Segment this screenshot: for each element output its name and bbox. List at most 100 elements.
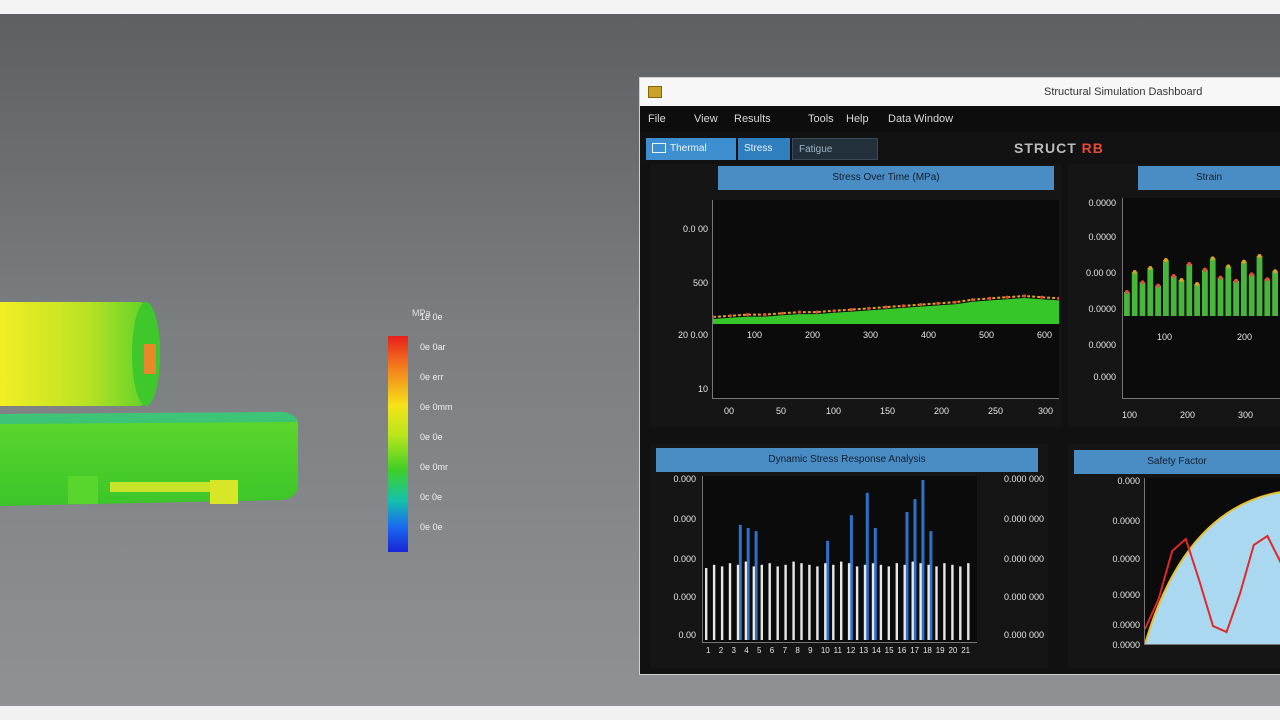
bar-tip-marker (1163, 258, 1168, 262)
legend-tick: 0e 0mm (420, 402, 453, 412)
tab-stress[interactable]: Stress (738, 138, 790, 160)
bar-series-1 (927, 564, 930, 640)
bar-series-2 (905, 512, 909, 640)
bar-tip-marker (1132, 270, 1137, 274)
tab-fatigue[interactable]: Fatigue (792, 138, 878, 160)
bar-series-1 (816, 566, 819, 640)
bar-series-1 (863, 564, 867, 640)
area-chart (713, 294, 1059, 324)
x-tick-label: 250 (988, 406, 1004, 416)
bar-tip-marker (1148, 266, 1153, 270)
legend-unit-label: MPa (412, 308, 431, 318)
bar (1248, 274, 1255, 316)
x-tick-label: 300 (1238, 410, 1254, 420)
bar-tip-marker (1124, 290, 1129, 294)
menu-help[interactable]: Help (846, 113, 869, 125)
y-axis-label: 0.0000 (1112, 590, 1140, 600)
menu-file[interactable]: File (648, 113, 666, 125)
y-axis-label: 0.000 (673, 592, 696, 602)
panel-title: Safety Factor (1074, 450, 1280, 474)
bar-tip-marker (1249, 272, 1254, 277)
logo-accent: RB (1081, 140, 1104, 156)
bar (1225, 266, 1232, 316)
tab-stress-label: Stress (744, 143, 773, 154)
bar-series-2 (754, 531, 758, 640)
bar (1147, 268, 1154, 316)
3d-viewport[interactable]: MPa 1e 0e 0e 0ar 0e err 0e 0mm 0e 0e 0e … (0, 14, 1280, 706)
x-tick-label: 300 (1038, 406, 1054, 416)
bar-series-1 (784, 564, 787, 640)
bar-series-1 (760, 564, 763, 640)
plot-area[interactable]: 100 200 (1122, 198, 1280, 399)
bar-series-1 (871, 563, 875, 640)
x-tick-label: 17 (910, 646, 920, 655)
data-point (867, 306, 871, 310)
bar-tip-marker (1234, 278, 1239, 283)
bar-series-2 (913, 499, 917, 640)
data-point (815, 310, 819, 314)
window-titlebar[interactable]: Structural Simulation Dashboard (640, 78, 1280, 106)
x-tick-label: 8 (795, 646, 800, 655)
tab-fatigue-label: Fatigue (799, 144, 833, 155)
legend-tick: 0e 0e (420, 432, 443, 442)
x-tick-label: 300 (863, 330, 879, 340)
toolbar: Thermal Stress Fatigue STRUCT RB (640, 134, 1280, 162)
x-tick-label: 2 (718, 646, 724, 655)
bar (1241, 261, 1247, 316)
bar-series-1 (800, 563, 803, 640)
bar-tip-marker (1195, 282, 1200, 286)
legend-tick: 0e 0mr (420, 462, 449, 472)
bar-series-1 (712, 564, 716, 640)
y2-axis-label: 0.000 000 (1003, 474, 1044, 484)
menu-results[interactable]: Results (734, 113, 771, 125)
x-tick-label: 100 (826, 406, 842, 416)
panel-strain: Strain 0.0000 0.0000 0.00 00 0.0000 0.00… (1068, 164, 1280, 426)
x-tick-label: 200 (1180, 410, 1196, 420)
brand-logo: STRUCT RB (1014, 140, 1104, 156)
bar-tip-marker (1273, 269, 1278, 274)
y-axis-label: 0.0 00 (682, 224, 708, 234)
y-axis-label: 0.000 (673, 474, 696, 484)
y2-axis-label: 0.000 000 (1003, 554, 1044, 564)
logo-text: STRUCT (1014, 140, 1077, 156)
x-axis-labels: 1 2 3 4 5 6 7 8 9 10 11 12 13 14 15 16 17 18 19 20 21 (706, 646, 976, 658)
menu-data[interactable]: Data (888, 113, 912, 125)
bar-series-1 (792, 561, 795, 640)
dashboard-window: Structural Simulation Dashboard File Vie… (640, 78, 1280, 674)
data-point (1040, 295, 1044, 299)
x-tick-label: 500 (979, 330, 995, 340)
x-tick-label: 1 (706, 646, 711, 655)
data-point (763, 313, 767, 317)
x-tick-label: 400 (921, 330, 937, 340)
x-tick-label: 16 (897, 646, 907, 655)
data-point (849, 308, 853, 312)
bar-series-1 (967, 563, 970, 640)
bar-series-1 (776, 566, 779, 640)
bar-tip-marker (1210, 256, 1215, 261)
bar-series-1 (911, 561, 914, 640)
menu-window[interactable]: Window (914, 113, 954, 125)
bar-series-1 (736, 564, 740, 640)
menu-view[interactable]: View (694, 113, 718, 125)
part-model[interactable] (0, 284, 320, 524)
x-tick-label: 600 (1037, 330, 1053, 340)
bar (1256, 256, 1263, 316)
plot-area[interactable] (702, 476, 977, 643)
bar-tip-marker (1179, 278, 1184, 282)
menu-tools[interactable]: Tools (808, 113, 834, 125)
bar (1264, 279, 1271, 316)
bar-series-2 (921, 480, 925, 640)
tab-thermal[interactable]: Thermal (646, 138, 736, 160)
bar-series-2 (873, 528, 877, 640)
line-chart (1145, 491, 1280, 644)
bar-series-1 (943, 563, 946, 640)
series-line (713, 294, 1059, 318)
y2-axis-label: 0.000 000 (1003, 514, 1044, 524)
bar (1170, 276, 1177, 316)
bar-series-1 (935, 566, 938, 640)
bar-series-1 (840, 561, 843, 640)
area-series-fill (713, 298, 1059, 324)
plot-area[interactable]: 100 200 300 400 500 600 (712, 200, 1059, 399)
plot-area[interactable] (1144, 478, 1280, 645)
panel-safety-factor: Safety Factor 0.000 0.0000 0.0000 0.0000… (1068, 444, 1280, 668)
